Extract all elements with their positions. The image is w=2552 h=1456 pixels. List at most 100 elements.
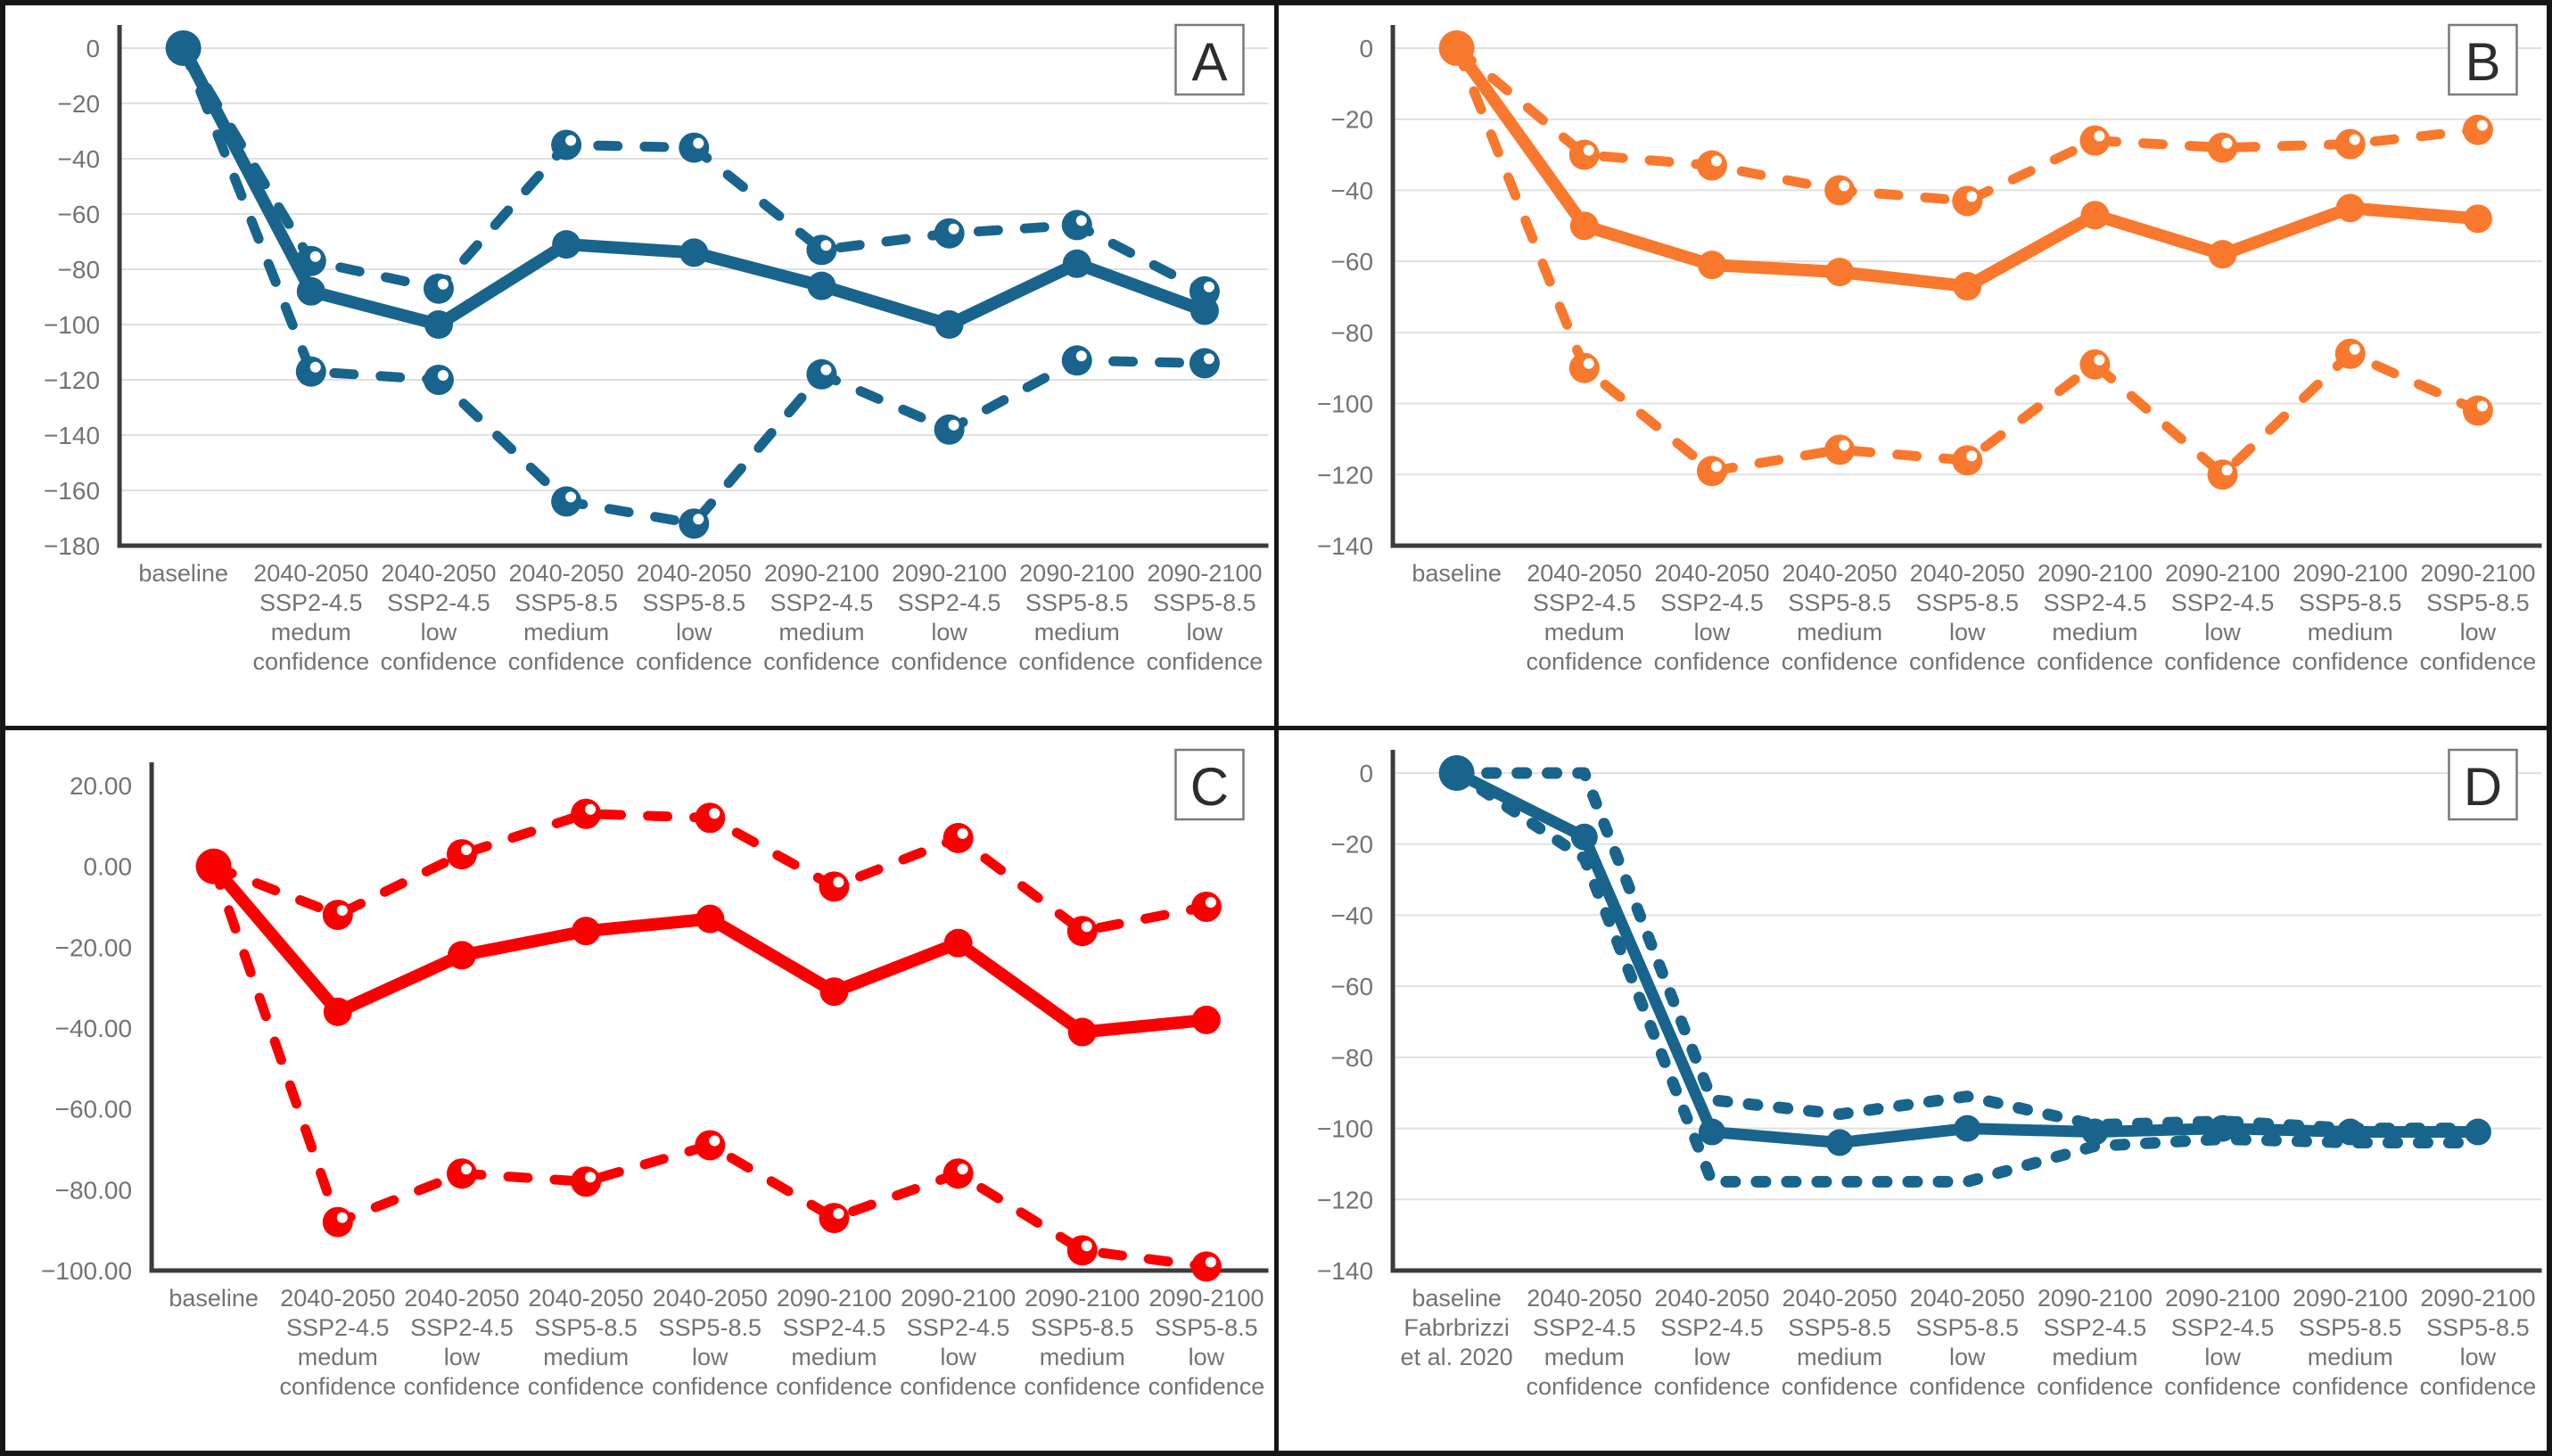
x-category-label-line: confidence <box>1526 648 1642 675</box>
y-tick-label: −100 <box>1316 1115 1372 1143</box>
donut-marker-hole <box>1965 191 1977 202</box>
x-category-label-line: 2040-2050 <box>280 1285 395 1312</box>
donut-marker <box>423 365 454 395</box>
x-category-label-line: SSP2-4.5 <box>259 589 363 616</box>
mean-marker <box>1952 272 1981 301</box>
y-tick-label: −100.00 <box>41 1257 132 1285</box>
donut-marker <box>2079 349 2110 380</box>
x-category-label-line: medum <box>298 1344 378 1370</box>
donut-marker-hole <box>957 827 968 839</box>
x-category-label-line: SSP5-8.5 <box>2298 589 2401 616</box>
mean-marker <box>2209 1115 2236 1142</box>
x-category-label-line: confidence <box>2164 648 2281 675</box>
y-tick-label: −60 <box>1330 973 1373 1000</box>
x-category-label-line: SSP2-4.5 <box>2043 589 2146 616</box>
x-category-label-line: SSP5-8.5 <box>658 1314 761 1341</box>
mean-series-markers <box>195 848 1221 1047</box>
x-category-label-line: 2040-2050 <box>1654 1285 1769 1312</box>
y-tick-label: 0 <box>86 35 100 62</box>
donut-marker-hole <box>1205 1256 1216 1268</box>
mean-marker <box>2080 1118 2108 1146</box>
x-category-label-line: 2090-2100 <box>1147 560 1262 587</box>
x-category-label-line: low <box>1187 619 1223 646</box>
x-category-label-line: SSP5-8.5 <box>1153 589 1256 616</box>
panel-b: 0 −20 −40 −60 −80 −100 −120 −140 baseline 2040-20… <box>1278 5 2547 726</box>
donut-marker <box>1061 210 1092 241</box>
donut-marker <box>806 358 837 390</box>
y-tick-labels: 20.00 0.00 −20.00 −40.00 −60.00 −80.00 −100.00 <box>41 772 132 1285</box>
x-category-label-line: Fabrbrizzi <box>1404 1314 1510 1341</box>
donut-marker-hole <box>1075 350 1087 362</box>
donut-marker-hole <box>833 876 844 888</box>
x-category-label-line: SSP2-4.5 <box>1532 1314 1635 1341</box>
x-category-label-line: confidence <box>1908 648 2025 675</box>
x-category-label-line: 2040-2050 <box>404 1285 519 1312</box>
x-category-label-line: 2090-2100 <box>901 1285 1016 1312</box>
mean-marker <box>1824 258 1854 287</box>
y-tick-label: −120 <box>44 366 100 394</box>
x-category-label-line: confidence <box>900 1373 1017 1400</box>
y-tick-label: −20 <box>1330 831 1373 859</box>
donut-marker-hole <box>565 491 577 503</box>
y-tick-labels: 0 −20 −40 −60 −80 −100 −120 −140 <box>1316 35 1372 560</box>
x-category-label-line: 2090-2100 <box>1025 1285 1140 1312</box>
x-category-label-line: SSP5-8.5 <box>2426 1314 2530 1341</box>
donut-marker-hole <box>693 514 704 525</box>
x-category-label-line: medum <box>271 619 351 646</box>
x-category-label-line: medium <box>1034 619 1120 646</box>
x-category-label-line: low <box>1693 1344 1730 1370</box>
mean-marker <box>1697 251 1726 280</box>
x-category-label-line: 2090-2100 <box>777 1285 892 1312</box>
y-tick-label: −40 <box>58 145 101 173</box>
x-category-labels: baseline 2040-2050SSP2-4.5medumconfidence… <box>1412 560 2536 675</box>
y-tick-label: −100 <box>1316 391 1372 418</box>
donut-marker-hole <box>1583 358 1594 369</box>
donut-marker-hole <box>1583 144 1594 156</box>
mean-marker <box>1438 30 1475 66</box>
x-category-label-line: medum <box>1544 619 1624 646</box>
x-category-label-line: confidence <box>763 648 880 675</box>
donut-marker <box>571 1166 602 1197</box>
donut-marker <box>1823 434 1855 465</box>
donut-marker-hole <box>2093 354 2104 366</box>
x-category-label-line: SSP5-8.5 <box>642 589 745 616</box>
x-category-label-line: confidence <box>2419 1373 2536 1400</box>
donut-marker <box>819 1203 850 1234</box>
donut-marker-hole <box>585 803 597 815</box>
x-category-label-line: SSP2-4.5 <box>410 1314 514 1341</box>
y-tick-label: −20 <box>1330 106 1373 134</box>
mean-marker <box>165 30 202 66</box>
donut-marker-hole <box>948 223 959 234</box>
donut-marker <box>1823 175 1855 206</box>
x-category-label-line: SSP2-4.5 <box>387 589 490 616</box>
x-category-label-line: confidence <box>1653 1373 1770 1400</box>
x-category-label-line: et al. 2020 <box>1400 1344 1512 1370</box>
y-tick-label: −80 <box>1330 1044 1373 1072</box>
donut-marker-hole <box>1075 215 1087 226</box>
x-category-label-line: 2040-2050 <box>253 560 368 587</box>
y-tick-label: −20 <box>58 90 101 118</box>
mean-marker <box>819 977 849 1007</box>
chart-c: 20.00 0.00 −20.00 −40.00 −60.00 −80.00 −100.00… <box>41 748 1269 1400</box>
dashed-series-markers <box>1568 114 2493 217</box>
donut-marker-hole <box>1710 155 1722 167</box>
donut-marker-hole <box>709 1135 720 1147</box>
x-category-label-line: confidence <box>1526 1373 1642 1400</box>
donut-marker <box>571 798 602 829</box>
mean-marker <box>807 271 836 300</box>
x-category-label-line: medium <box>2307 1344 2392 1370</box>
x-category-label-line: 2040-2050 <box>529 1285 644 1312</box>
donut-marker <box>1951 445 1982 476</box>
x-category-label-line: medium <box>1797 1344 1882 1370</box>
donut-marker <box>2462 114 2493 145</box>
panel-a: 0 −20 −40 −60 −80 −100 −120 −140 −160 −180 baselin… <box>5 5 1274 726</box>
donut-marker <box>695 1130 726 1161</box>
x-category-label-line: medium <box>543 1344 629 1370</box>
x-category-label-line: low <box>2459 619 2496 646</box>
x-category-label-line: baseline <box>138 560 228 587</box>
x-category-label-line: SSP5-8.5 <box>1031 1314 1134 1341</box>
x-category-label-line: medium <box>2307 619 2392 646</box>
donut-marker <box>943 822 974 853</box>
x-category-label-line: SSP5-8.5 <box>1915 1314 2019 1341</box>
